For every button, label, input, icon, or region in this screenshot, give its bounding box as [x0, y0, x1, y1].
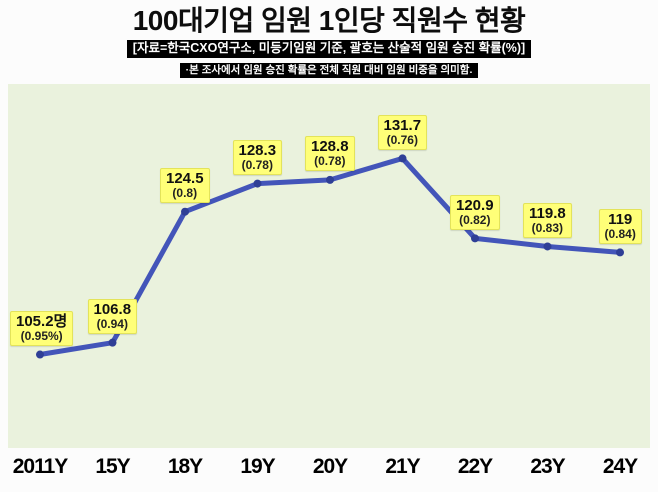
- point-label: 105.2명 (0.95%): [10, 310, 74, 346]
- note-row: ·본 조사에서 임원 승진 확률은 전체 직원 대비 임원 비중을 의미함.: [0, 61, 658, 79]
- point-label: 128.8 (0.78): [305, 136, 355, 172]
- point-promotion-rate: (0.95%): [20, 328, 63, 343]
- x-axis-label: 21Y: [385, 455, 420, 479]
- x-axis-label: 15Y: [95, 455, 130, 479]
- point-promotion-rate: (0.94): [96, 317, 128, 332]
- point-label: 131.7 (0.76): [377, 114, 428, 150]
- point-label: 106.8 (0.94): [87, 298, 138, 334]
- point-label: 128.3 (0.78): [232, 139, 283, 175]
- point-label: 120.9 (0.82): [450, 194, 500, 230]
- point-label: 124.5 (0.8): [160, 167, 210, 203]
- point-value: 128.3: [238, 141, 277, 159]
- point-promotion-rate: (0.78): [241, 158, 273, 173]
- point-promotion-rate: (0.8): [172, 186, 198, 201]
- point-promotion-rate: (0.76): [386, 132, 418, 147]
- point-label: 119.8 (0.83): [523, 202, 572, 238]
- x-axis-label: 23Y: [530, 455, 565, 479]
- point-label: 119 (0.84): [598, 208, 642, 244]
- point-value: 128.8: [311, 138, 349, 156]
- point-value: 119: [608, 210, 633, 228]
- x-axis-label: 24Y: [602, 455, 638, 479]
- point-value: 124.5: [166, 169, 204, 187]
- point-promotion-rate: (0.84): [604, 226, 636, 241]
- page-title: 100대기업 임원 1인당 직원수 현황: [132, 5, 526, 36]
- point-value: 131.7: [383, 116, 422, 134]
- line-chart-plot-area: 105.2명 (0.95%) 106.8 (0.94) 124.5 (0.8) 128.3(…: [8, 84, 650, 449]
- x-axis-label: 20Y: [312, 455, 348, 479]
- chart-header: 100대기업 임원 1인당 직원수 현황 [자료=한국CXO연구소, 미등기임원…: [0, 0, 658, 79]
- point-value: 119.8: [529, 204, 566, 222]
- point-promotion-rate: (0.82): [459, 212, 491, 227]
- chart-source-subtitle: [자료=한국CXO연구소, 미등기임원 기준, 괄호는 산술적 임원 승진 확률…: [126, 40, 532, 58]
- x-axis-label: 18Y: [167, 455, 203, 479]
- x-axis-label: 2011Y: [12, 455, 69, 479]
- point-value: 106.8: [93, 300, 132, 318]
- point-value: 120.9: [456, 196, 494, 214]
- x-axis-label: 22Y: [457, 455, 493, 479]
- subtitle-row: [자료=한국CXO연구소, 미등기임원 기준, 괄호는 산술적 임원 승진 확률…: [0, 40, 658, 58]
- point-value: 105.2명: [16, 312, 68, 330]
- chart-footnote: ·본 조사에서 임원 승진 확률은 전체 직원 대비 임원 비중을 의미함.: [179, 62, 479, 79]
- x-axis-label: 19Y: [240, 455, 275, 479]
- point-promotion-rate: (0.78): [314, 154, 346, 169]
- point-promotion-rate: (0.83): [531, 220, 564, 235]
- x-axis: 2011Y 15Y 18Y 19Y 20Y 21Y 22Y 23Y 24Y: [8, 448, 650, 488]
